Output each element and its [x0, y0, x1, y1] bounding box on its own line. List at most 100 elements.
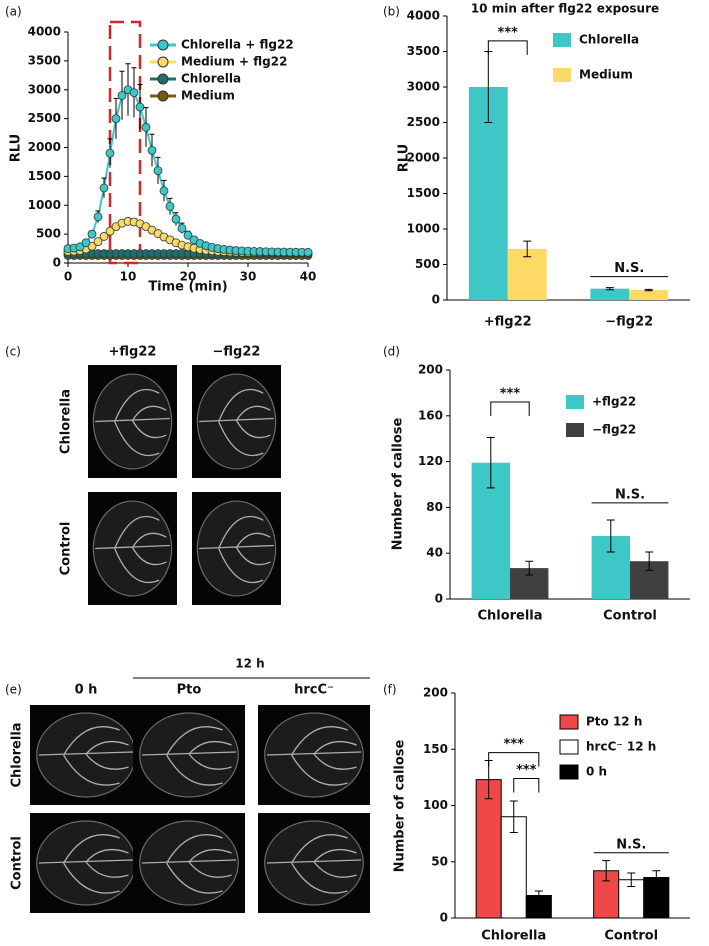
- y-tick-label: 0: [435, 592, 443, 606]
- error-bar: [645, 551, 654, 571]
- y-tick-label: 3000: [28, 82, 61, 96]
- error-bar: [606, 519, 615, 553]
- legend-label: 0 h: [586, 765, 607, 779]
- y-axis-label: Number of callose: [393, 739, 408, 872]
- y-tick-label: 0: [432, 293, 440, 307]
- y-tick-label: 2000: [28, 140, 61, 154]
- data-point: [165, 202, 175, 211]
- error-bar: [652, 870, 661, 885]
- row-label: Control: [10, 836, 25, 890]
- leaf-veins: [95, 388, 170, 457]
- legend-marker: [157, 56, 169, 68]
- bar: [475, 779, 502, 919]
- annotation-label: ***: [500, 387, 521, 402]
- legend-label: Medium + flg22: [181, 55, 287, 69]
- leaf-veins: [38, 726, 134, 786]
- y-tick-label: 3000: [407, 80, 440, 94]
- x-tick-label: Chlorella: [481, 929, 546, 944]
- y-tick-label: 1000: [407, 222, 440, 236]
- y-tick-label: 50: [431, 854, 448, 868]
- annotation-label: ***: [498, 25, 519, 40]
- y-tick-label: 100: [423, 798, 448, 812]
- leaf-veins: [38, 834, 134, 894]
- y-axis-label: Number of callose: [391, 417, 406, 550]
- legend-label: Chlorella: [579, 33, 639, 47]
- bar: [500, 816, 527, 919]
- y-tick-label: 3500: [28, 53, 61, 67]
- annotation-bracket: [487, 40, 528, 55]
- data-point: [177, 223, 187, 233]
- annotation-label: N.S.: [615, 487, 645, 502]
- y-tick-label: 2500: [28, 111, 61, 125]
- column-label: +flg22: [109, 345, 157, 360]
- data-point: [81, 238, 91, 248]
- data-point: [117, 91, 127, 100]
- panel-label: (b): [383, 5, 400, 19]
- x-tick-label: +flg22: [484, 315, 532, 330]
- panel-label: (f): [383, 683, 397, 697]
- y-tick-label: 120: [418, 454, 443, 468]
- panel-label: (d): [383, 345, 400, 359]
- group-label: 12 h: [235, 657, 264, 671]
- y-axis-label: RLU: [397, 144, 412, 172]
- leaf-veins: [199, 388, 274, 457]
- y-tick-label: 0: [53, 256, 61, 270]
- y-tick-label: 500: [36, 227, 61, 241]
- column-label: Pto: [177, 683, 202, 698]
- x-tick-label: Control: [603, 609, 657, 624]
- legend-marker: [157, 73, 169, 85]
- y-tick-label: 4000: [407, 9, 440, 23]
- legend-label: Medium: [579, 68, 633, 82]
- y-tick-label: 150: [423, 742, 448, 756]
- y-tick-label: 80: [426, 500, 443, 514]
- y-tick-label: 40: [426, 546, 443, 560]
- legend-label: −flg22: [592, 423, 636, 437]
- leaf-veins: [199, 515, 274, 584]
- x-tick-label: 20: [180, 270, 197, 284]
- y-tick-label: 200: [418, 363, 443, 377]
- error-bar: [509, 800, 518, 833]
- data-point: [135, 102, 145, 112]
- error-bar: [523, 240, 532, 258]
- x-tick-label: Chlorella: [477, 609, 542, 624]
- legend-label: Chlorella + flg22: [181, 38, 294, 52]
- data-point: [93, 237, 103, 247]
- y-tick-label: 2000: [407, 151, 440, 165]
- data-point: [99, 232, 109, 241]
- y-tick-label: 1500: [407, 186, 440, 200]
- y-axis-label: RLU: [9, 134, 24, 162]
- error-bar: [525, 560, 534, 576]
- y-tick-label: 200: [423, 686, 448, 700]
- error-bar: [627, 872, 636, 887]
- legend-swatch: [559, 739, 579, 755]
- legend-swatch: [553, 33, 571, 47]
- leaf-veins: [266, 834, 362, 894]
- data-point: [147, 145, 157, 155]
- error-bar: [644, 288, 653, 292]
- x-tick-label: −flg22: [605, 315, 653, 330]
- error-bar: [605, 287, 614, 291]
- x-tick-label: 40: [300, 270, 317, 284]
- data-point: [303, 247, 313, 257]
- column-label: hrcC⁻: [294, 683, 334, 698]
- data-point: [171, 214, 181, 224]
- y-tick-label: 0: [440, 911, 448, 925]
- data-point: [87, 229, 97, 239]
- x-tick-label: 10: [120, 270, 137, 284]
- legend-swatch: [559, 764, 579, 780]
- error-bar: [534, 890, 543, 901]
- error-bar: [486, 437, 495, 489]
- panel-label: (e): [5, 683, 22, 697]
- legend-label: Pto 12 h: [586, 715, 642, 729]
- bar: [629, 290, 669, 300]
- leaf-veins: [95, 515, 170, 584]
- panel-label: (a): [5, 5, 22, 19]
- y-tick-label: 1000: [28, 198, 61, 212]
- bar: [507, 248, 547, 300]
- y-tick-label: 1500: [28, 169, 61, 183]
- legend-label: hrcC⁻ 12 h: [586, 740, 656, 754]
- x-tick-label: 0: [64, 270, 72, 284]
- data-point: [75, 242, 85, 252]
